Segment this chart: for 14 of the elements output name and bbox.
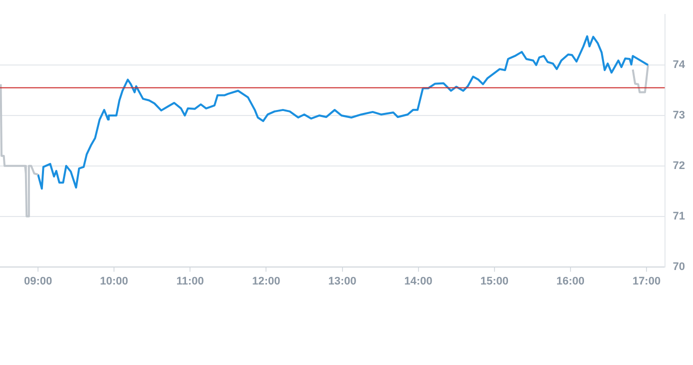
x-tick-label: 13:00 [328, 275, 356, 288]
x-tick-label: 10:00 [100, 275, 128, 288]
y-tick-label: 73 [672, 110, 686, 122]
y-tick-label: 70 [672, 260, 686, 273]
x-tick-label: 14:00 [404, 275, 432, 288]
x-tick-label: 09:00 [24, 275, 52, 288]
y-tick-label: 74 [672, 59, 686, 72]
y-tick-label: 71 [672, 210, 686, 222]
x-tick-label: 17:00 [632, 275, 661, 288]
y-tick-label: 72 [672, 160, 686, 172]
x-tick-label: 15:00 [480, 275, 508, 288]
x-tick-label: 16:00 [556, 275, 585, 288]
x-tick-label: 12:00 [252, 275, 280, 288]
x-tick-label: 11:00 [176, 275, 204, 288]
